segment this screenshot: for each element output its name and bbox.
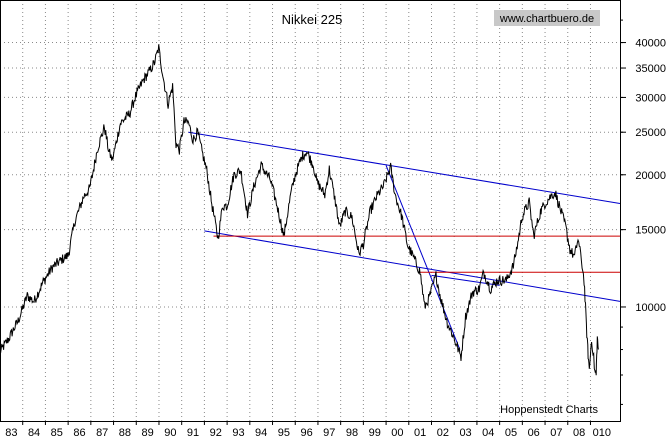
trendline [431,274,500,286]
x-tick-label: 03 [459,427,471,439]
y-tick-label: 30000 [635,92,666,104]
x-tick-label: 84 [28,427,40,439]
y-tick-label: 20000 [635,170,666,182]
x-tick-label: 06 [528,427,540,439]
x-tick-label: 99 [369,427,381,439]
x-tick-label: 91 [187,427,199,439]
x-tick-label: 010 [593,427,611,439]
x-tick-label: 85 [51,427,63,439]
x-tick-label: 04 [482,427,494,439]
trendline [385,165,461,350]
x-tick-label: 02 [437,427,449,439]
y-tick-label: 10000 [635,302,666,314]
watermark-background [494,10,600,26]
series [0,44,599,376]
x-tick-label: 95 [278,427,290,439]
series-line [0,44,599,376]
x-tick-label: 93 [232,427,244,439]
x-tick-label: 07 [550,427,562,439]
x-tick-label: 89 [141,427,153,439]
y-tick-label: 25000 [635,127,666,139]
x-tick-label: 96 [300,427,312,439]
trendline [188,131,621,205]
watermark-text: www.chartbuero.de [499,13,594,25]
x-tick-label: 90 [164,427,176,439]
credit-text: Hoppenstedt Charts [500,404,598,416]
x-tick-label: 83 [5,427,17,439]
y-tick-label: 35000 [635,63,666,75]
x-tick-label: 98 [346,427,358,439]
x-tick-label: 05 [505,427,517,439]
x-tick-label: 01 [414,427,426,439]
x-tick-label: 86 [73,427,85,439]
x-tick-label: 97 [323,427,335,439]
x-tick-label: 00 [391,427,403,439]
plot-border [0,0,621,422]
chart-title: Nikkei 225 [282,12,343,27]
y-tick-label: 40000 [635,38,666,50]
overlay-lines [188,131,621,350]
axes: 83 84 85 86 87 88 89 90 91 92 93 94 95 96 97 98 99 00 01 02… [5,19,666,439]
x-tick-label: 08 [573,427,585,439]
plot-frame [0,0,621,422]
x-tick-label: 94 [255,427,267,439]
x-tick-label: 87 [96,427,108,439]
trendline [204,230,621,302]
x-tick-label: 92 [210,427,222,439]
x-tick-label: 88 [119,427,131,439]
y-tick-label: 15000 [635,225,666,237]
grid [0,0,620,421]
